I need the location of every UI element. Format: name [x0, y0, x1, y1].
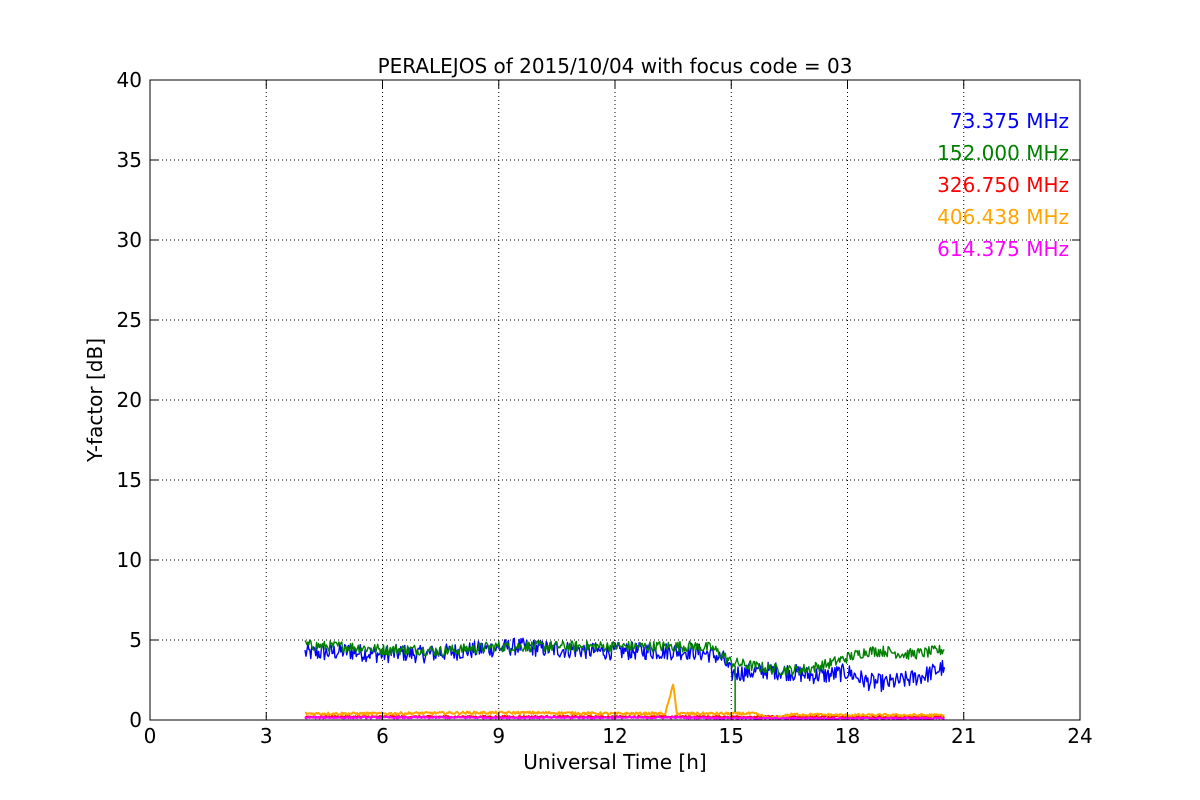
y-tick-label: 20	[117, 388, 142, 412]
y-tick-label: 10	[117, 548, 142, 572]
grid	[150, 80, 1080, 720]
series-line-0	[304, 637, 946, 693]
x-tick-label: 18	[835, 724, 860, 748]
series-line-3	[304, 683, 945, 720]
legend-entry-0: 73.375 MHz	[950, 109, 1069, 133]
legend-entry-4: 614.375 MHz	[937, 237, 1069, 261]
y-tick-label: 40	[117, 68, 142, 92]
y-axis-label: Y-factor [dB]	[83, 338, 107, 463]
x-tick-label: 21	[951, 724, 976, 748]
series-line-1	[304, 639, 945, 677]
y-tick-label: 0	[129, 708, 142, 732]
y-tick-label: 5	[129, 628, 142, 652]
x-tick-label: 9	[492, 724, 505, 748]
x-tick-label: 6	[376, 724, 389, 748]
ticks	[149, 79, 1081, 721]
y-tick-label: 15	[117, 468, 142, 492]
y-tick-label: 30	[117, 228, 142, 252]
x-tick-label: 24	[1067, 724, 1092, 748]
x-tick-label: 15	[719, 724, 744, 748]
y-tick-label: 35	[117, 148, 142, 172]
tick-labels: 0 3 6 9 12 15 18 21 24 0 5 10 15 20 25 30 35 40	[117, 68, 1093, 748]
y-tick-label: 25	[117, 308, 142, 332]
chart-title: PERALEJOS of 2015/10/04 with focus code …	[378, 54, 853, 78]
legend-entry-2: 326.750 MHz	[937, 173, 1069, 197]
legend: 73.375 MHz 152.000 MHz 326.750 MHz 406.438 …	[937, 109, 1069, 261]
x-axis-label: Universal Time [h]	[523, 750, 706, 774]
legend-entry-3: 406.438 MHz	[937, 205, 1069, 229]
x-tick-label: 3	[260, 724, 273, 748]
x-tick-label: 0	[144, 724, 157, 748]
x-tick-label: 12	[602, 724, 627, 748]
series-line-4	[304, 715, 945, 720]
legend-entry-1: 152.000 MHz	[937, 141, 1069, 165]
series-layer	[304, 637, 946, 720]
